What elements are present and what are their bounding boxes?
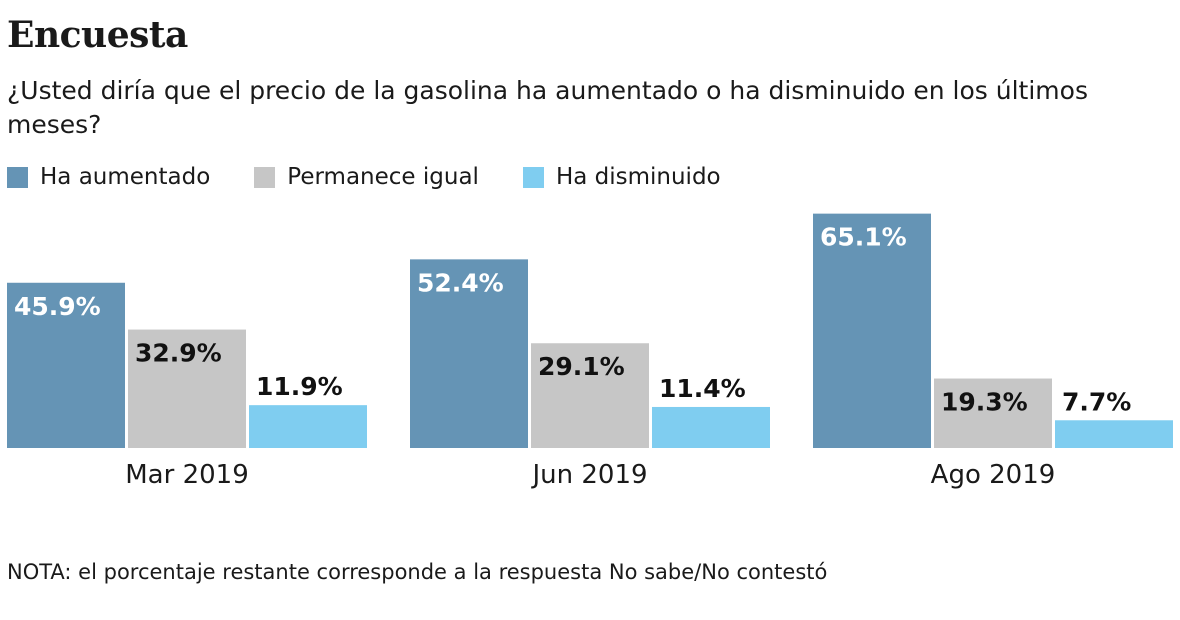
chart-subtitle: ¿Usted diría que el precio de la gasolin… [7, 76, 1088, 139]
data-label: 11.9% [256, 372, 343, 401]
legend-swatch [7, 166, 28, 188]
bar [934, 378, 1052, 448]
legend-swatch [254, 166, 276, 188]
legend-label: Ha aumentado [40, 164, 211, 190]
data-label: 7.7% [1062, 387, 1131, 416]
legend: Ha aumentado Permanece igual Ha disminui… [7, 164, 765, 190]
data-label: 65.1% [820, 223, 907, 252]
category-label: Mar 2019 [125, 460, 249, 490]
data-label: 29.1% [538, 352, 625, 381]
data-label: 45.9% [14, 292, 101, 321]
data-label: 11.4% [659, 374, 746, 403]
category-label: Jun 2019 [530, 460, 647, 490]
legend-label: Ha disminuido [555, 164, 721, 190]
bar [128, 329, 246, 448]
legend-swatch [522, 166, 544, 188]
bar [813, 213, 931, 448]
legend-item-permanece-igual: Permanece igual [254, 164, 479, 190]
bar [652, 406, 770, 448]
legend-item-ha-disminuido: Ha disminuido [522, 164, 721, 190]
category-label: Ago 2019 [931, 460, 1056, 490]
data-label: 52.4% [417, 268, 504, 297]
legend-item-ha-aumentado: Ha aumentado [7, 164, 210, 190]
chart-note: NOTA: el porcentaje restante corresponde… [7, 560, 828, 584]
legend-label: Permanece igual [287, 164, 479, 190]
data-label: 19.3% [941, 388, 1028, 417]
bar [1055, 420, 1173, 448]
bar [7, 282, 125, 448]
bar [531, 343, 649, 448]
data-label: 32.9% [135, 339, 222, 368]
chart-title: Encuesta [7, 14, 188, 56]
bar [249, 405, 367, 448]
bar [410, 259, 528, 448]
